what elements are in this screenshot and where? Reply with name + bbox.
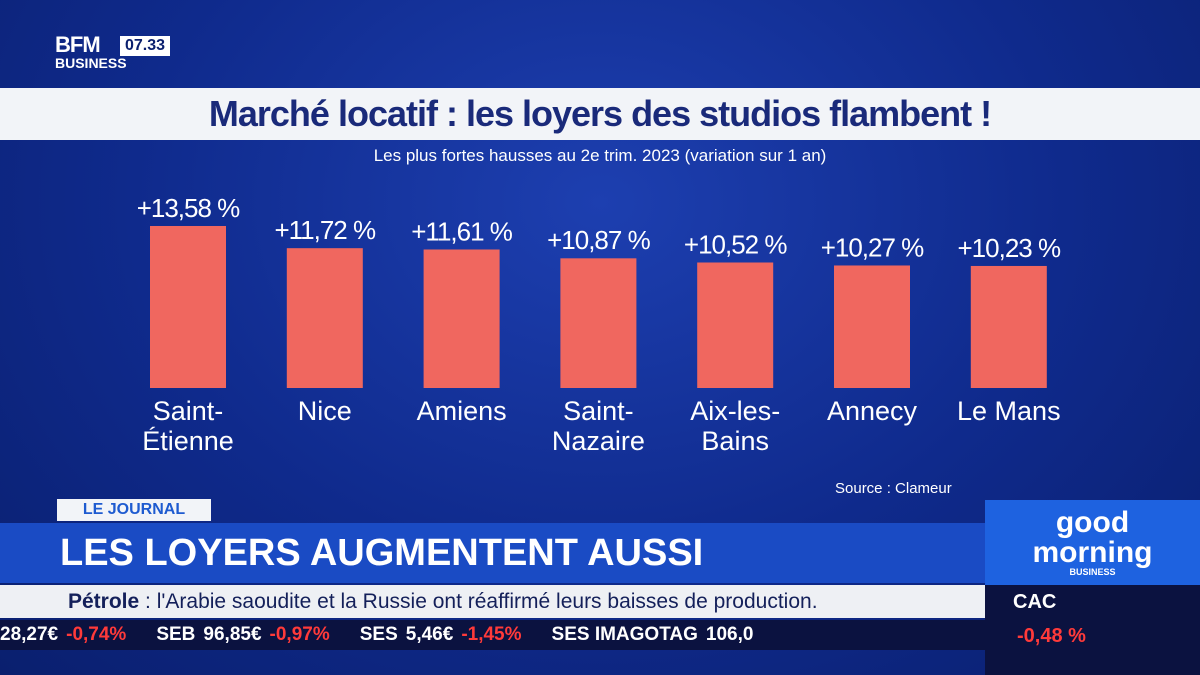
clock: 07.33 — [120, 36, 171, 56]
news-label: Pétrole — [68, 590, 140, 613]
source: Source : Clameur — [835, 480, 952, 497]
ticker-name: SES IMAGOTAG — [551, 624, 698, 645]
ticker-change: -1,45% — [461, 624, 522, 645]
x-tick-label: Saint-Nazaire — [552, 396, 645, 456]
show-line1: good — [1055, 506, 1130, 539]
logo-top: BFM — [55, 32, 101, 57]
label-line: Amiens — [417, 396, 507, 426]
ticker-name: SEB — [156, 624, 196, 645]
value-label: +11,61 % — [411, 216, 513, 246]
x-tick-label: Saint-Étienne — [142, 396, 234, 456]
bar — [560, 258, 637, 388]
x-tick-label: Annecy — [827, 396, 918, 426]
ticker-price: 96,85€ — [203, 624, 262, 645]
tag: LE JOURNAL — [57, 499, 211, 521]
ticker-price: 5,46€ — [405, 624, 454, 645]
label-line: Saint- — [153, 396, 224, 426]
value-label: +11,72 % — [274, 215, 376, 245]
title-band — [0, 88, 1200, 140]
logo-bottom: BUSINESS — [55, 55, 127, 71]
index-change: -0,48 % — [1017, 625, 1086, 647]
label-line: Bains — [701, 426, 769, 456]
value-label: +13,58 % — [137, 193, 240, 223]
ticker-price: 106,0 — [705, 624, 754, 645]
x-tick-label: Le Mans — [957, 396, 1061, 426]
show-line3: BUSINESS — [1069, 567, 1116, 577]
bar — [697, 262, 774, 388]
chart: +13,58 %Saint-Étienne+11,72 %Nice+11,61 … — [137, 193, 1061, 456]
bar — [423, 249, 500, 388]
value-label: +10,52 % — [684, 229, 787, 259]
ticker-change: -0,97% — [269, 624, 330, 645]
label-line: Le Mans — [957, 396, 1061, 426]
ticker: 28,27€ -0,74% SEB 96,85€ -0,97% SES 5,46€ -1,45… — [0, 620, 985, 650]
x-tick-label: Amiens — [417, 396, 507, 426]
value-label: +10,27 % — [821, 232, 924, 262]
value-label: +10,87 % — [547, 225, 650, 255]
logo: BFM BUSINESS — [55, 32, 127, 71]
index-name: CAC — [1013, 591, 1057, 613]
headline-band — [0, 523, 985, 583]
ticker-name: SES — [359, 624, 398, 645]
ticker-change: -0,74% — [66, 624, 127, 645]
x-tick-label: Nice — [298, 396, 352, 426]
ticker-price: 28,27€ — [0, 624, 59, 645]
bar — [150, 225, 226, 388]
label-line: Saint- — [563, 396, 634, 426]
index-box: CAC -0,48 % — [985, 585, 1200, 675]
news-text: : l'Arabie saoudite et la Russie ont réa… — [145, 590, 818, 613]
bar — [286, 248, 363, 388]
label-line: Nice — [298, 396, 352, 426]
value-label: +10,23 % — [958, 233, 1061, 263]
label-line: Annecy — [827, 396, 918, 426]
bar — [834, 265, 910, 388]
news-strip: Pétrole : l'Arabie saoudite et la Russie… — [0, 585, 985, 618]
bar — [970, 265, 1047, 388]
chart-title: Marché locatif : les loyers des studios … — [208, 93, 992, 134]
show-line2: morning — [1032, 536, 1153, 569]
label-line: Aix-les- — [690, 396, 780, 426]
show-logo: good morning BUSINESS — [985, 500, 1200, 585]
label-line: Nazaire — [552, 426, 645, 456]
x-tick-label: Aix-les-Bains — [690, 396, 780, 456]
label-line: Étienne — [142, 426, 234, 456]
headline: LES LOYERS AUGMENTENT AUSSI — [60, 532, 704, 574]
chart-subtitle: Les plus fortes hausses au 2e trim. 2023… — [373, 146, 827, 165]
